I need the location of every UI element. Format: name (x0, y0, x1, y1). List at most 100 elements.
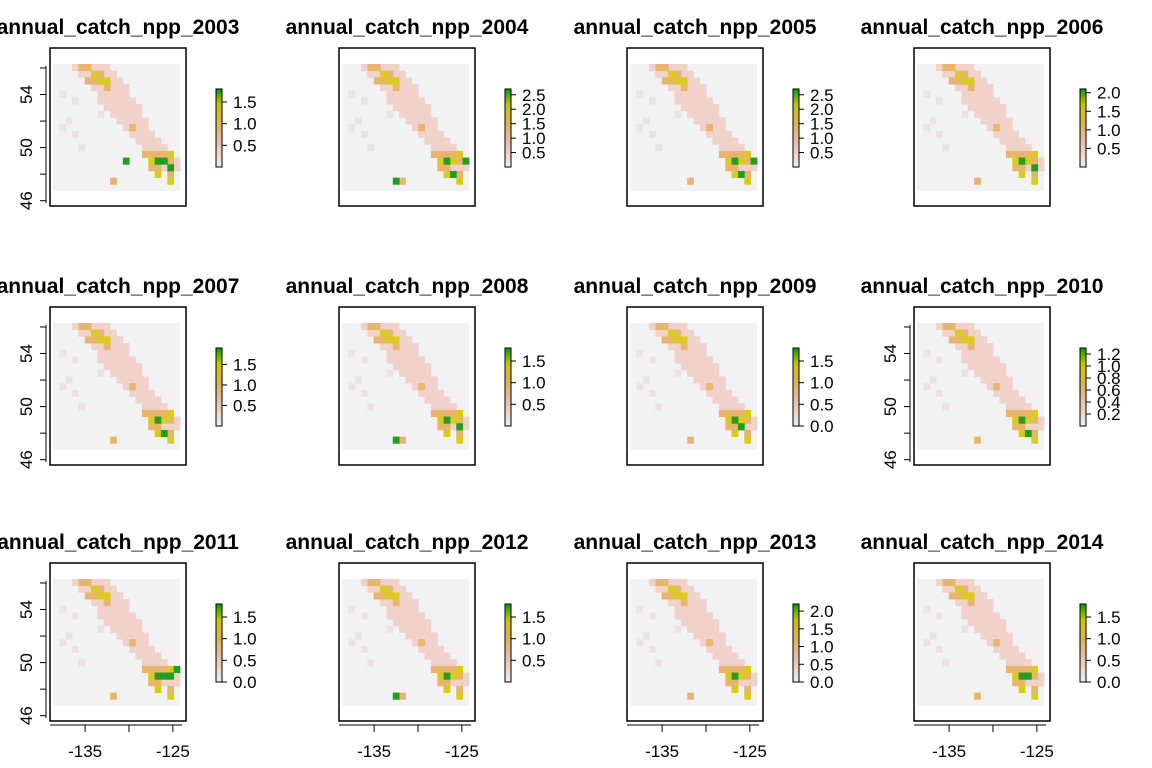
raster-cell (399, 356, 406, 364)
raster-cell (418, 376, 425, 384)
raster-cell (961, 605, 969, 613)
raster-cell (173, 157, 181, 165)
raster-cell (443, 409, 451, 417)
raster-cell (91, 77, 98, 85)
raster-cell (1005, 659, 1013, 667)
raster-cell (718, 665, 726, 673)
raster-cell (116, 84, 124, 92)
raster-cell (693, 376, 701, 384)
raster-cell (712, 117, 720, 125)
raster-cell (706, 117, 713, 125)
raster-cell (718, 659, 726, 667)
raster-cell (167, 685, 175, 694)
raster-cell (84, 579, 92, 587)
raster-cell (737, 157, 745, 165)
raster-cell (141, 376, 149, 384)
raster-cell (173, 416, 181, 424)
raster-cell-high (443, 416, 451, 424)
raster-cell (674, 343, 682, 351)
legend-tick-label: 1.2 (1097, 345, 1121, 364)
raster-cell (718, 130, 726, 138)
raster-cell (1024, 409, 1032, 417)
raster-cell (936, 323, 943, 331)
raster-cell (687, 369, 694, 377)
raster-cell (731, 403, 739, 411)
raster-cell (731, 652, 739, 660)
raster-cell (91, 84, 98, 92)
raster-cell (456, 164, 464, 172)
raster-cell (411, 376, 419, 384)
legend-tick-label: 0.8 (1097, 369, 1121, 388)
raster-cell (718, 632, 726, 640)
raster-cell (411, 619, 419, 627)
raster-cell (967, 343, 975, 351)
raster-cell (687, 619, 694, 627)
raster-cell (386, 349, 394, 357)
raster-cell (59, 605, 67, 613)
raster-cell (636, 605, 644, 613)
raster-cell (680, 97, 688, 105)
raster-cell (680, 585, 688, 593)
raster-cell (693, 84, 701, 92)
raster-cell (84, 64, 92, 72)
raster-cell (405, 605, 413, 613)
raster-cell (122, 97, 130, 105)
raster-cell (999, 619, 1007, 627)
raster-cell (84, 592, 92, 600)
raster-cell (668, 77, 675, 85)
raster-cell (668, 585, 675, 593)
raster-cell (1012, 659, 1019, 667)
y-tick-label: 50 (881, 397, 900, 416)
raster-cell (986, 605, 994, 613)
raster-cell (655, 70, 663, 78)
raster-cell (456, 672, 464, 680)
raster-cell (1031, 157, 1039, 165)
raster-cell (411, 383, 419, 391)
raster-cell (348, 124, 356, 132)
legend-tick-label: 0.5 (810, 655, 834, 674)
raster-cell (122, 104, 130, 112)
raster-cell (1031, 429, 1039, 438)
legend-colorbar (504, 603, 512, 683)
raster-cell (737, 403, 745, 411)
legend-tick-label: 0.5 (522, 144, 546, 163)
raster-cell (674, 329, 682, 337)
raster-cell (97, 77, 105, 85)
raster-cell (167, 150, 175, 158)
raster-cell (386, 625, 394, 633)
raster-cell (948, 64, 956, 72)
raster-cell (129, 97, 136, 105)
raster-cell (680, 363, 688, 371)
raster-cell (78, 70, 86, 78)
raster-cell (367, 64, 375, 72)
raster-cell (424, 625, 432, 633)
raster-cell (936, 97, 943, 105)
raster-cell (122, 84, 130, 92)
raster-cell (986, 612, 994, 620)
raster-cell (1005, 409, 1013, 417)
raster-cell (961, 625, 969, 633)
raster-cell (97, 84, 105, 92)
raster-cell (386, 369, 394, 377)
raster-cell (103, 97, 111, 105)
raster-cell (160, 659, 168, 667)
y-tick-label: 50 (17, 138, 36, 157)
raster-cell (129, 645, 136, 653)
raster-cell (974, 625, 981, 633)
raster-cell (974, 363, 981, 371)
raster-cell (687, 104, 694, 112)
raster-cell (65, 632, 73, 640)
raster-cell (141, 383, 149, 391)
raster-cell (116, 90, 124, 98)
raster-cell (687, 336, 694, 344)
raster-cell (129, 104, 136, 112)
raster-cell (674, 612, 682, 620)
raster-cell (122, 605, 130, 613)
raster-cell (167, 692, 175, 700)
raster-cell (737, 144, 745, 152)
legend-colorbar (215, 347, 223, 427)
raster-cell (993, 612, 1000, 620)
map-panel: annual_catch_npp_20104650540.20.40.60.81… (861, 275, 1121, 469)
raster-cell (361, 64, 368, 72)
raster-cell (980, 592, 988, 600)
